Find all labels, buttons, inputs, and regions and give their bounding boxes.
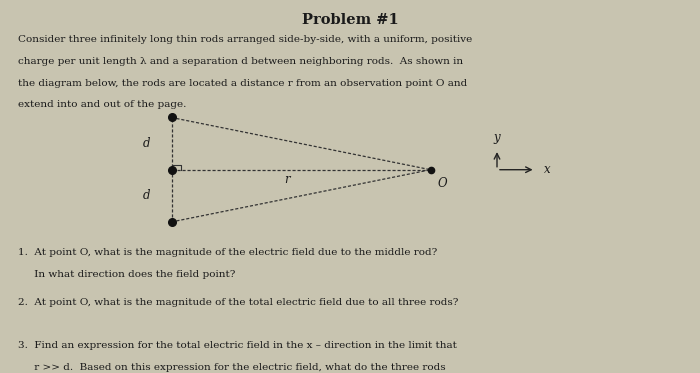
Text: 1.  At point O, what is the magnitude of the electric field due to the middle ro: 1. At point O, what is the magnitude of … [18,248,437,257]
Text: charge per unit length λ and a separation d between neighboring rods.  As shown : charge per unit length λ and a separatio… [18,57,463,66]
Text: extend into and out of the page.: extend into and out of the page. [18,100,186,109]
Text: O: O [438,177,447,190]
Text: the diagram below, the rods are located a distance r from an observation point O: the diagram below, the rods are located … [18,79,467,88]
Text: 3.  Find an expression for the total electric field in the x – direction in the : 3. Find an expression for the total elec… [18,341,456,350]
Text: x: x [544,163,550,176]
Text: Problem #1: Problem #1 [302,13,398,27]
Text: d: d [143,137,150,150]
Text: y: y [494,131,500,144]
Text: r >> d.  Based on this expression for the electric field, what do the three rods: r >> d. Based on this expression for the… [18,363,445,372]
Text: d: d [143,189,150,202]
Text: r: r [284,173,290,186]
Text: 2.  At point O, what is the magnitude of the total electric field due to all thr: 2. At point O, what is the magnitude of … [18,298,458,307]
Text: Consider three infinitely long thin rods arranged side-by-side, with a uniform, : Consider three infinitely long thin rods… [18,35,472,44]
Text: In what direction does the field point?: In what direction does the field point? [18,270,235,279]
